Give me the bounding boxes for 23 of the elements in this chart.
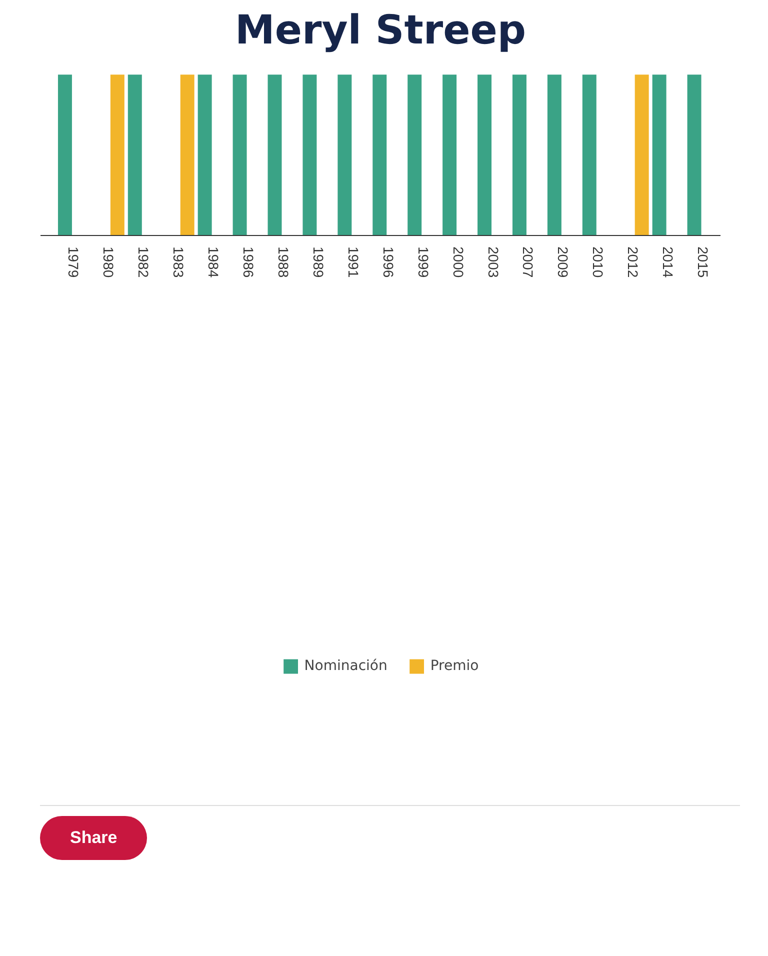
legend-label: Nominación [304, 658, 388, 674]
x-tick-label: 1986 [240, 246, 257, 278]
chart-title: Meryl Streep [235, 8, 526, 54]
x-tick-label: 1979 [66, 246, 82, 278]
x-tick-label: 1991 [345, 246, 362, 278]
x-tick-label: 1988 [275, 246, 292, 278]
x-tick-label: 2003 [485, 246, 502, 278]
x-tick-label: 1989 [310, 246, 326, 278]
text: Share [40, 816, 148, 860]
x-tick-label: 1984 [206, 246, 222, 278]
x-tick-label: 2014 [660, 246, 676, 278]
x-tick-label: 1983 [170, 246, 187, 278]
x-tick-label: 1999 [415, 246, 432, 278]
x-tick-label: 2015 [695, 246, 712, 278]
x-tick-label: 2000 [450, 246, 466, 278]
legend-label: Premio [430, 658, 479, 674]
x-tick-label: 2010 [590, 246, 606, 278]
x-tick-label: 1996 [380, 246, 396, 278]
x-tick-label: 1980 [100, 246, 117, 278]
x-tick-label: 2007 [520, 246, 536, 278]
x-tick-label: 2009 [555, 246, 572, 278]
x-tick-label: 1982 [136, 246, 152, 278]
x-tick-label: 2012 [625, 246, 642, 278]
